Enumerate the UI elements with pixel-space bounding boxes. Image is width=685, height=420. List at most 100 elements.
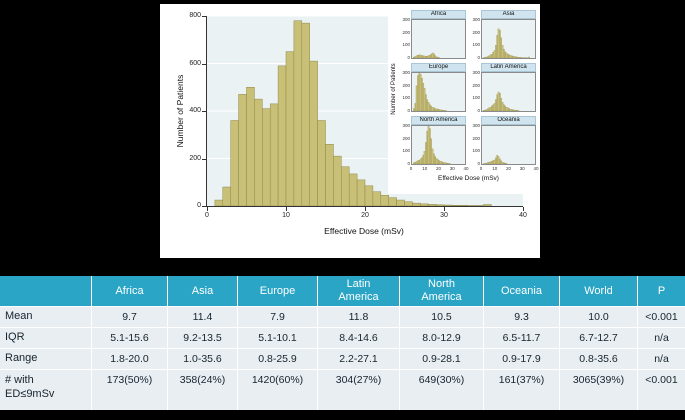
inset-x-tick-north-america-0: 0	[409, 166, 413, 171]
column-header-latin-america: Latin America	[318, 276, 399, 306]
main-x-tick-10: 10	[282, 212, 290, 219]
column-header-europe: Europe	[238, 276, 317, 306]
column-header-blank	[0, 276, 91, 306]
cell-mean-p: <0.001	[638, 307, 685, 327]
inset-x-tick-oceania-10: 10	[492, 166, 498, 171]
cell-with-ed-9msv-africa: 173(50%)	[92, 370, 167, 410]
cell-iqr-p: n/a	[638, 328, 685, 348]
inset-strip-north-america: North America	[411, 116, 466, 125]
inset-y-tick-asia-300: 300	[472, 17, 480, 22]
inset-strip-oceania: Oceania	[481, 116, 536, 125]
cell-mean-oceania: 9.3	[484, 307, 559, 327]
cell-iqr-oceania: 6.5-11.7	[484, 328, 559, 348]
cell-mean-africa: 9.7	[92, 307, 167, 327]
inset-strip-europe: Europe	[411, 63, 466, 72]
main-y-tickmark-600	[202, 63, 206, 65]
cell-mean-asia: 11.4	[168, 307, 237, 327]
cell-range-p: n/a	[638, 349, 685, 369]
inset-y-tick-europe-200: 200	[402, 82, 410, 88]
inset-y-tick-oceania-0: 0	[477, 161, 480, 166]
inset-plot-africa	[411, 19, 466, 59]
cell-range-world: 0.8-35.6	[560, 349, 637, 369]
regional-histograms-inset: Number of Patients Effective Dose (mSv) …	[388, 8, 539, 194]
cell-with-ed-9msv-oceania: 161(37%)	[484, 370, 559, 410]
cell-iqr-europe: 5.1-10.1	[238, 328, 317, 348]
inset-y-tick-latin-america-0: 0	[477, 108, 480, 113]
inset-plot-north-america	[411, 125, 466, 165]
inset-plot-asia	[481, 19, 536, 59]
main-y-tick-400: 400	[189, 107, 201, 114]
cell-iqr-world: 6.7-12.7	[560, 328, 637, 348]
cell-range-latin-america: 2.2-27.1	[318, 349, 399, 369]
main-x-tickmark-30	[444, 207, 445, 211]
column-header-p: P	[638, 276, 685, 306]
cell-with-ed-9msv-latin-america: 304(27%)	[318, 370, 399, 410]
inset-y-tick-north-america-300: 300	[402, 123, 410, 128]
inset-y-tick-oceania-100: 100	[472, 148, 480, 154]
inset-plot-europe	[411, 72, 466, 112]
cell-range-asia: 1.0-35.6	[168, 349, 237, 369]
cell-range-north-america: 0.9-28.1	[400, 349, 483, 369]
inset-y-tick-africa-300: 300	[402, 17, 410, 22]
inset-strip-asia: Asia	[481, 10, 536, 19]
row-label-iqr: IQR	[0, 328, 91, 348]
main-x-tick-40: 40	[519, 212, 527, 219]
main-x-tick-20: 20	[361, 212, 369, 219]
inset-y-tick-africa-200: 200	[402, 29, 410, 35]
main-x-tickmark-10	[286, 207, 287, 211]
inset-y-tick-europe-0: 0	[407, 108, 410, 113]
row-label-range: Range	[0, 349, 91, 369]
cell-with-ed-9msv-asia: 358(24%)	[168, 370, 237, 410]
inset-y-tick-oceania-300: 300	[472, 123, 480, 128]
inset-x-tick-oceania-40: 40	[533, 166, 539, 171]
cell-with-ed-9msv-world: 3065(39%)	[560, 370, 637, 410]
inset-y-tick-europe-300: 300	[402, 70, 410, 75]
column-header-asia: Asia	[168, 276, 237, 306]
summary-table-grid: Africa Asia Europe Latin America North Ameri…	[0, 276, 685, 410]
main-x-tick-30: 30	[440, 212, 448, 219]
inset-strip-latin-america: Latin America	[481, 63, 536, 72]
inset-y-tick-latin-america-100: 100	[472, 95, 480, 101]
inset-y-tick-latin-america-200: 200	[472, 82, 480, 88]
column-header-north-america: North America	[400, 276, 483, 306]
inset-y-axis-label: Number of Patients	[391, 63, 397, 115]
main-y-tickmark-800	[202, 16, 206, 17]
main-y-tickmark-200	[202, 158, 206, 160]
main-x-axis-label: Effective Dose (mSv)	[324, 226, 404, 236]
main-x-tickmark-40	[523, 207, 524, 211]
inset-y-tick-asia-0: 0	[477, 55, 480, 60]
main-y-tick-800: 800	[189, 12, 201, 19]
figure-panel: Number of Patients Effective Dose (mSv) …	[160, 4, 540, 258]
main-y-tickmark-400	[202, 111, 206, 112]
cell-range-africa: 1.8-20.0	[92, 349, 167, 369]
inset-y-tick-africa-100: 100	[402, 42, 410, 48]
inset-x-tick-north-america-40: 40	[463, 166, 469, 171]
cell-iqr-asia: 9.2-13.5	[168, 328, 237, 348]
main-y-tickmark-0	[202, 206, 206, 207]
cell-with-ed-9msv-p: <0.001	[638, 370, 685, 410]
inset-plot-latin-america	[481, 72, 536, 112]
cell-range-europe: 0.8-25.9	[238, 349, 317, 369]
main-x-tickmark-20	[365, 207, 366, 211]
cell-iqr-latin-america: 8.4-14.6	[318, 328, 399, 348]
inset-x-tick-oceania-30: 30	[519, 166, 525, 171]
inset-y-tick-asia-100: 100	[472, 42, 480, 48]
inset-y-tick-europe-100: 100	[402, 95, 410, 101]
cell-with-ed-9msv-north-america: 649(30%)	[400, 370, 483, 410]
row-label-mean: Mean	[0, 307, 91, 327]
main-x-tickmark-0	[207, 207, 208, 211]
inset-x-tick-north-america-30: 30	[449, 166, 455, 171]
inset-y-tick-africa-0: 0	[407, 55, 410, 60]
cell-iqr-north-america: 8.0-12.9	[400, 328, 483, 348]
cell-mean-europe: 7.9	[238, 307, 317, 327]
main-y-tick-0: 0	[197, 202, 201, 209]
summary-table: Africa Asia Europe Latin America North Ameri…	[0, 276, 685, 410]
inset-x-axis-label: Effective Dose (mSv)	[438, 175, 499, 182]
row-label-with-ed-9msv: # with ED≤9mSv	[0, 370, 91, 410]
column-header-africa: Africa	[92, 276, 167, 306]
cell-mean-north-america: 10.5	[400, 307, 483, 327]
main-x-tick-0: 0	[205, 212, 209, 219]
cell-iqr-africa: 5.1-15.6	[92, 328, 167, 348]
inset-x-tick-oceania-20: 20	[505, 166, 511, 171]
